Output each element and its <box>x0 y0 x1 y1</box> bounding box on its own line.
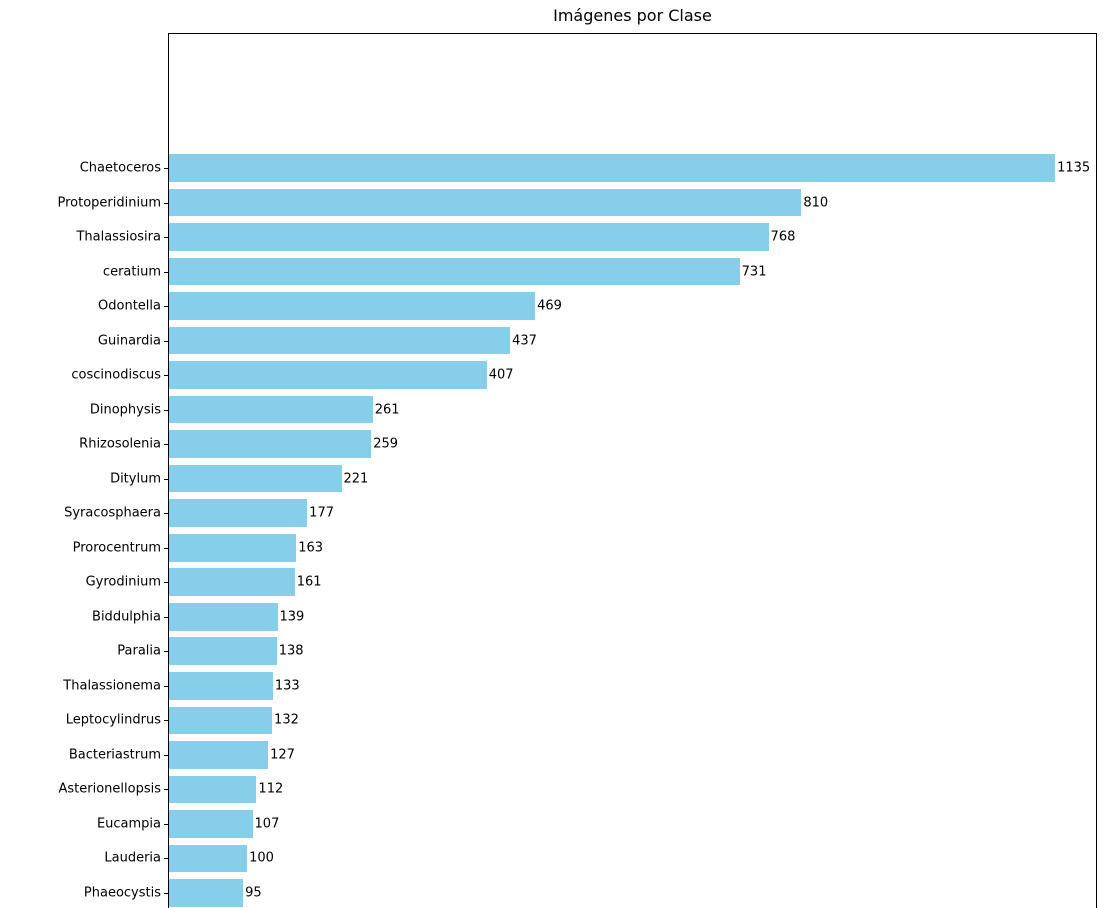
y-axis-tick <box>164 547 168 549</box>
value-label: 469 <box>537 298 562 314</box>
plot-area: 1135 810 768 731 469 437 407 261 259 221 177 163 161… <box>164 33 1097 908</box>
value-label: 133 <box>274 678 300 694</box>
category-label: Asterionellopsis <box>58 781 162 797</box>
bar <box>169 257 740 286</box>
category-label: Leptocylindrus <box>65 712 161 728</box>
bar <box>169 292 536 320</box>
bar <box>169 637 277 666</box>
value-label: 127 <box>270 747 295 763</box>
bar <box>169 879 244 907</box>
category-label: Phaeocystis <box>83 885 161 901</box>
bar <box>169 430 372 458</box>
bar <box>169 223 769 251</box>
y-axis-tick <box>164 202 168 204</box>
bar <box>169 844 248 873</box>
bar <box>169 154 1056 182</box>
bar <box>169 464 342 493</box>
value-label: 731 <box>741 264 767 280</box>
y-axis-tick <box>164 720 168 722</box>
category-label: Thalassionema <box>63 678 161 694</box>
value-label: 163 <box>298 540 324 556</box>
bar <box>169 499 308 527</box>
value-label: 139 <box>279 609 305 625</box>
bar <box>169 706 273 735</box>
y-axis-tick <box>164 616 168 618</box>
bar <box>169 326 511 355</box>
bar <box>169 361 487 389</box>
category-label: Eucampia <box>96 816 161 832</box>
category-label: Odontella <box>98 298 161 314</box>
value-label: 407 <box>488 367 514 383</box>
value-label: 261 <box>374 402 400 418</box>
y-axis-tick <box>164 340 168 342</box>
category-label: Thalassiosira <box>76 229 161 245</box>
value-label: 107 <box>254 816 280 832</box>
category-label: Lauderia <box>104 850 161 866</box>
chart-title: Imágenes por Clase <box>553 6 712 25</box>
bar <box>169 568 295 597</box>
bar <box>169 810 253 838</box>
category-label: Gyrodinium <box>85 574 161 590</box>
y-axis-tick <box>164 375 168 377</box>
y-axis-tick <box>164 685 168 687</box>
category-label: Rhizosolenia <box>79 436 161 452</box>
y-axis-tick <box>164 237 168 239</box>
value-label: 138 <box>278 643 304 659</box>
category-label: Bacteriastrum <box>68 747 161 763</box>
value-label: 132 <box>274 712 299 728</box>
y-axis-tick <box>164 651 168 653</box>
category-label: Chaetoceros <box>79 160 161 176</box>
category-label: Biddulphia <box>92 609 161 625</box>
y-axis-tick <box>164 271 168 273</box>
value-label: 1135 <box>1057 160 1091 176</box>
value-label: 221 <box>343 471 369 487</box>
y-axis-tick <box>164 582 168 584</box>
y-axis-tick <box>164 168 168 169</box>
bar <box>169 395 373 424</box>
y-axis-tick <box>164 444 168 446</box>
bar <box>169 533 297 562</box>
value-label: 100 <box>249 850 274 866</box>
y-axis-tick <box>164 789 168 791</box>
y-axis-tick <box>164 478 168 480</box>
y-axis-tick <box>164 823 168 825</box>
category-label: Guinardia <box>97 333 161 349</box>
value-label: 810 <box>803 195 829 211</box>
y-axis-tick <box>164 306 168 308</box>
category-label: Syracosphaera <box>64 505 161 521</box>
category-label: Protoperidinium <box>57 195 162 211</box>
y-axis-tick <box>164 409 168 411</box>
bar <box>169 775 257 804</box>
y-axis-tick <box>164 858 168 860</box>
category-label: Prorocentrum <box>72 540 161 556</box>
bar <box>169 672 273 700</box>
bar <box>169 188 802 217</box>
y-axis-tick <box>164 892 168 894</box>
value-label: 95 <box>245 885 262 901</box>
bar <box>169 602 278 631</box>
y-axis-tick <box>164 513 168 515</box>
value-label: 437 <box>512 333 537 349</box>
value-label: 161 <box>296 574 322 590</box>
y-axis-tick <box>164 754 168 756</box>
bar <box>169 741 269 769</box>
category-label: Dinophysis <box>89 402 161 418</box>
value-label: 259 <box>373 436 399 452</box>
value-label: 768 <box>770 229 796 245</box>
category-label: coscinodiscus <box>71 367 161 383</box>
category-label: Paralia <box>117 643 161 659</box>
value-label: 112 <box>258 781 284 797</box>
value-label: 177 <box>309 505 334 521</box>
category-label: ceratium <box>102 264 161 280</box>
category-label: Ditylum <box>110 471 161 487</box>
